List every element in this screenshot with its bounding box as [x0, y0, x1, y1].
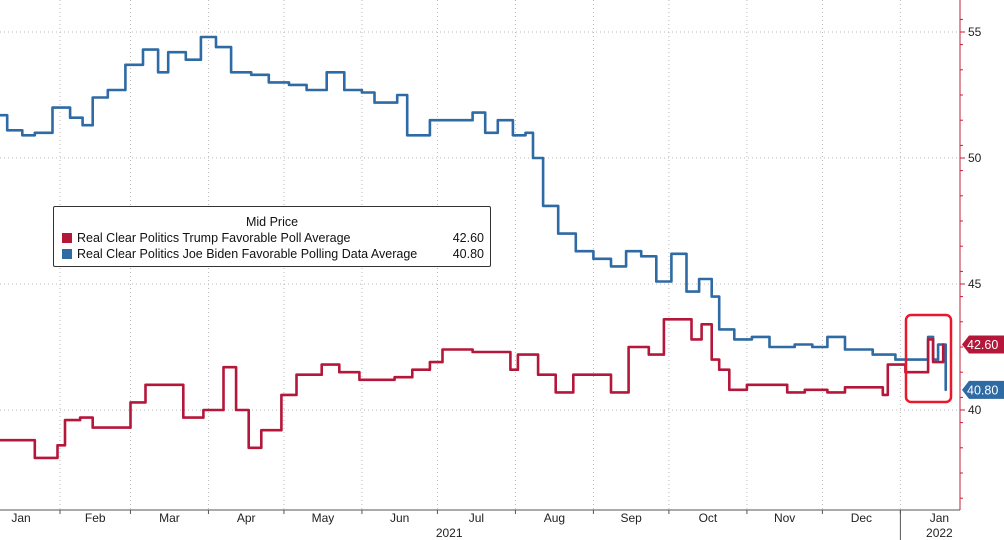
legend-value-trump: 42.60 [452, 231, 484, 245]
end-label-trump: 42.60 [962, 335, 1004, 354]
x-tick-label: Sep [620, 511, 642, 525]
legend-value-biden: 40.80 [452, 247, 484, 261]
y-tick-label: 45 [968, 277, 982, 291]
series-line-biden [0, 35, 947, 392]
legend-title: Mid Price [245, 215, 299, 229]
x-tick-label: Jan [930, 511, 949, 525]
end-label-text: 40.80 [967, 383, 998, 397]
end-label-biden: 40.80 [962, 380, 1004, 399]
end-label-tag [962, 380, 1004, 399]
x-tick-label: Oct [699, 511, 718, 525]
series-line-trump [0, 318, 945, 460]
axes: 40 45 50 55 Jan Feb Mar Apr May Jun Jul Aug Sep Oct No… [0, 0, 982, 540]
x-tick-label: Jun [390, 511, 409, 525]
legend-swatch-biden [62, 249, 72, 259]
x-tick-label: Mar [159, 511, 180, 525]
x-tick-label: Nov [774, 511, 795, 525]
x-tick-label: Jul [469, 511, 484, 525]
x-tick-label: Aug [544, 511, 565, 525]
x-tick-label: Dec [851, 511, 872, 525]
legend-entry-biden: Real Clear Politics Joe Biden Favorable … [54, 246, 490, 262]
y-tick-label: 55 [968, 25, 982, 39]
highlight-box [904, 313, 953, 404]
legend-entry-trump: Real Clear Politics Trump Favorable Poll… [54, 230, 490, 246]
x-tick-label: Jan [11, 511, 30, 525]
x-tick-label: Feb [85, 511, 106, 525]
legend: Mid Price Real Clear Politics Trump Favo… [53, 206, 491, 267]
legend-label-trump: Real Clear Politics Trump Favorable Poll… [77, 231, 351, 245]
legend-swatch-trump [62, 233, 72, 243]
end-label-tag [962, 335, 1004, 354]
end-labels: 42.60 40.80 [962, 335, 1004, 399]
series-layer [0, 35, 947, 460]
x-tick-label: May [312, 511, 335, 525]
y-tick-label: 50 [968, 151, 982, 165]
end-label-text: 42.60 [967, 338, 998, 352]
x-tick-label: Apr [237, 511, 256, 525]
y-tick-label: 40 [968, 403, 982, 417]
x-year-label: 2021 [436, 526, 463, 540]
x-year-label: 2022 [926, 526, 953, 540]
legend-label-biden: Real Clear Politics Joe Biden Favorable … [77, 247, 418, 261]
